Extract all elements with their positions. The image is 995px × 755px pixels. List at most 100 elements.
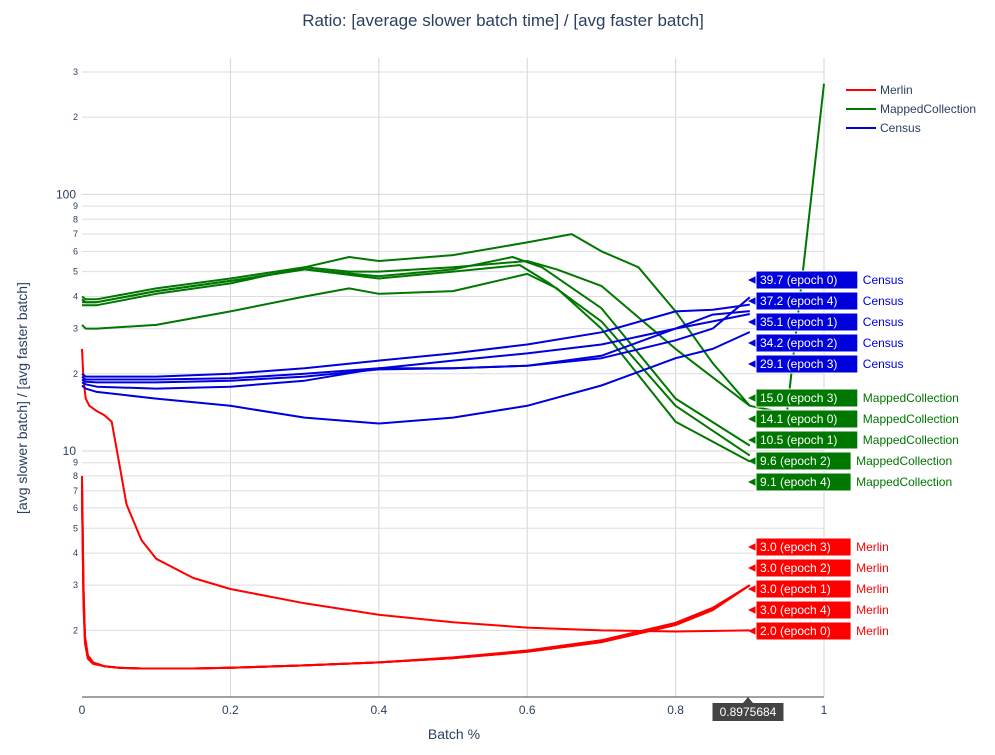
y-minor-tick-label: 6	[73, 503, 78, 513]
y-tick-label: 100	[56, 187, 76, 201]
y-minor-tick-label: 8	[73, 214, 78, 224]
hover-label-value: 10.5 (epoch 1)	[760, 433, 837, 447]
hover-label-box	[755, 312, 859, 332]
hover-label-value: 3.0 (epoch 4)	[760, 603, 831, 617]
axes: 0 0.2 0.4 0.6 0.8 1 10 100 2 3 4 5 6 7 8 9 2 3 4 5 6 7 8 9 2 3	[56, 67, 828, 717]
hover-label-value: 3.0 (epoch 3)	[760, 540, 831, 554]
hover-label-box	[755, 579, 852, 599]
legend[interactable]: Merlin MappedCollection Census	[846, 83, 976, 135]
series-line-mappedcollection-epoch-3	[82, 260, 751, 407]
hover-label-box	[755, 388, 859, 408]
hover-label-box	[755, 333, 859, 353]
hover-label-value: 34.2 (epoch 2)	[760, 336, 837, 350]
hover-pointer	[747, 457, 756, 465]
x-hover-box	[712, 703, 784, 721]
hover-label-value: 29.1 (epoch 3)	[760, 357, 837, 371]
hover-label-value: 2.0 (epoch 0)	[760, 624, 831, 638]
hover-pointer	[747, 339, 756, 347]
legend-label[interactable]: MappedCollection	[880, 102, 976, 116]
y-minor-tick-label: 3	[73, 67, 78, 77]
hover-label-series: MappedCollection	[863, 391, 959, 405]
hover-label-series: Merlin	[856, 603, 889, 617]
hover-label-box	[755, 621, 852, 641]
hover-pointer	[747, 394, 756, 402]
hover-pointer	[747, 276, 756, 284]
hover-pointer	[747, 478, 756, 486]
y-minor-tick-label: 8	[73, 471, 78, 481]
hover-pointer	[747, 585, 756, 593]
hover-label-series: Census	[863, 273, 904, 287]
chart-title: Ratio: [average slower batch time] / [av…	[302, 11, 704, 30]
hover-label-series: Census	[863, 336, 904, 350]
y-minor-tick-label: 9	[73, 201, 78, 211]
hover-pointer	[747, 436, 756, 444]
hover-label-box	[755, 472, 852, 492]
y-minor-tick-label: 3	[73, 580, 78, 590]
hover-pointer	[747, 543, 756, 551]
y-minor-tick-label: 7	[73, 229, 78, 239]
hover-pointer	[747, 606, 756, 614]
hover-label-series: Merlin	[856, 582, 889, 596]
hover-label-series: MappedCollection	[863, 433, 959, 447]
hover-label-series: MappedCollection	[856, 475, 952, 489]
hover-pointer	[747, 318, 756, 326]
y-minor-tick-label: 6	[73, 246, 78, 256]
x-tick-label: 0.6	[519, 703, 536, 717]
y-minor-tick-label: 9	[73, 458, 78, 468]
y-minor-tick-label: 4	[73, 292, 78, 302]
hover-pointer	[747, 360, 756, 368]
series-line-census-epoch-3	[81, 331, 751, 425]
hover-label-series: MappedCollection	[863, 412, 959, 426]
legend-label[interactable]: Merlin	[880, 83, 913, 97]
hover-label-value: 15.0 (epoch 3)	[760, 391, 837, 405]
y-axis-title: [avg slower batch] / [avg faster batch]	[14, 282, 30, 514]
hover-label-value: 39.7 (epoch 0)	[760, 273, 837, 287]
x-tick-label: 0	[79, 703, 86, 717]
series-line-mappedcollection-epoch-2	[82, 264, 751, 457]
y-minor-tick-label: 2	[73, 112, 78, 122]
series-line-merlin-epoch-4	[81, 498, 751, 670]
x-tick-label: 0.8	[667, 703, 684, 717]
hover-label-series: MappedCollection	[856, 454, 952, 468]
hover-label-series: Census	[863, 315, 904, 329]
hover-label-box	[755, 537, 852, 557]
hover-pointer	[747, 415, 756, 423]
y-minor-tick-label: 4	[73, 548, 78, 558]
hover-label-value: 9.1 (epoch 4)	[760, 475, 831, 489]
hover-label-box	[755, 270, 859, 290]
hover-label-box	[755, 451, 852, 471]
hover-label-box	[755, 291, 859, 311]
y-minor-tick-label: 2	[73, 369, 78, 379]
y-tick-label: 10	[63, 444, 77, 458]
x-hover-pointer	[742, 697, 753, 703]
y-minor-tick-label: 2	[73, 625, 78, 635]
x-tick-label: 1	[821, 703, 828, 717]
hover-label-series: Merlin	[856, 540, 889, 554]
hover-label-box	[755, 600, 852, 620]
series-line-census-epoch-2	[81, 313, 750, 390]
hover-label-box	[755, 354, 859, 374]
series-line-merlin-epoch-3	[81, 490, 751, 670]
series-line-merlin-epoch-0	[81, 348, 750, 633]
y-minor-tick-label: 5	[73, 267, 78, 277]
hover-label-box	[755, 430, 859, 450]
y-minor-tick-label: 5	[73, 523, 78, 533]
y-minor-tick-label: 3	[73, 324, 78, 334]
hover-label-value: 35.1 (epoch 1)	[760, 315, 837, 329]
hover-pointer	[747, 627, 756, 635]
series-line-mappedcollection-epoch-4	[81, 272, 751, 463]
hover-label-box	[755, 409, 859, 429]
hover-label-series: Census	[863, 294, 904, 308]
x-axis-title: Batch %	[428, 726, 480, 742]
series-line-census-epoch-4	[81, 303, 750, 378]
hover-label-value: 37.2 (epoch 4)	[760, 294, 837, 308]
y-minor-tick-label: 7	[73, 486, 78, 496]
hover-labels: 39.7 (epoch 0) Census 37.2 (epoch 4) Census…	[712, 270, 959, 721]
hover-label-series: Merlin	[856, 561, 889, 575]
x-hover-value: 0.8975684	[720, 705, 777, 719]
legend-label[interactable]: Census	[880, 121, 921, 135]
hover-label-value: 3.0 (epoch 1)	[760, 582, 831, 596]
x-tick-label: 0.4	[370, 703, 387, 717]
